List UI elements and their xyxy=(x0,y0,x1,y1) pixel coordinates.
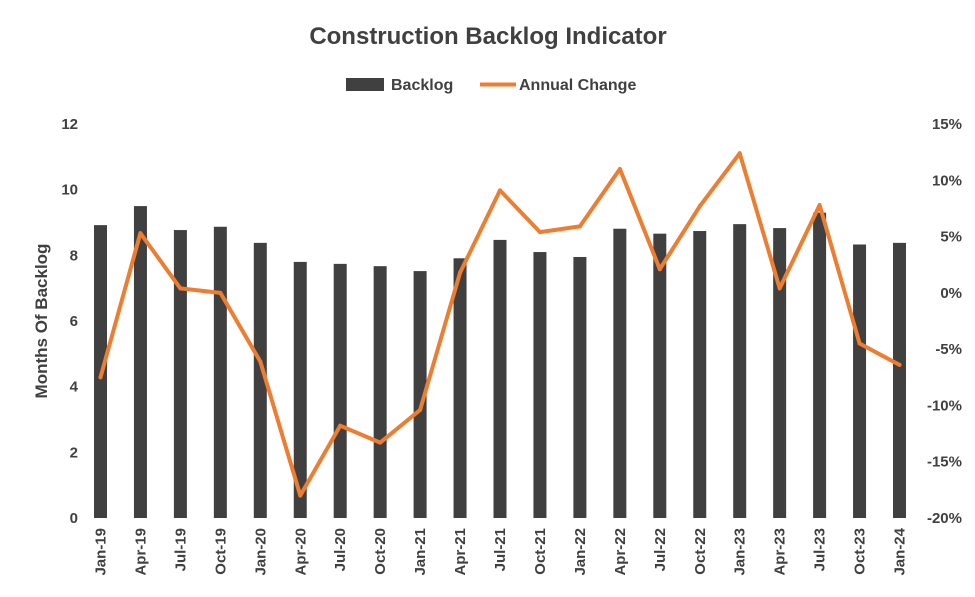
backlog-bar xyxy=(173,230,187,518)
backlog-bar xyxy=(333,263,347,518)
x-tick-label: Jan-23 xyxy=(732,528,749,576)
x-tick-label: Oct-22 xyxy=(692,528,709,575)
x-tick-label: Oct-19 xyxy=(212,528,229,575)
annual-change-point xyxy=(378,440,383,445)
annual-change-point xyxy=(298,493,303,498)
backlog-bar xyxy=(213,226,227,519)
x-tick-label: Jul-20 xyxy=(332,528,349,571)
x-tick-label: Apr-19 xyxy=(132,528,149,576)
y-left-tick-label: 4 xyxy=(70,379,79,396)
y-right-tick-label: 0% xyxy=(940,285,962,302)
backlog-bar xyxy=(253,242,267,518)
backlog-bars xyxy=(94,206,906,519)
backlog-bar xyxy=(733,224,747,518)
x-tick-label: Apr-21 xyxy=(452,528,469,576)
backlog-bar xyxy=(453,258,467,518)
y-right-tick-label: 15% xyxy=(932,116,962,133)
annual-change-point xyxy=(777,286,782,291)
x-tick-label: Jul-23 xyxy=(812,528,829,571)
y-right-tick-label: -10% xyxy=(927,397,962,414)
annual-change-point xyxy=(498,188,502,193)
y-axis-left-ticks: 0 2 4 6 8 10 12 xyxy=(61,116,78,527)
x-tick-label: Jan-20 xyxy=(252,528,269,576)
y-right-tick-label: 10% xyxy=(932,172,962,189)
y-left-tick-label: 10 xyxy=(61,182,78,199)
backlog-bar xyxy=(413,271,427,518)
backlog-bar xyxy=(813,212,827,518)
legend-label-annual-change: Annual Change xyxy=(519,77,636,94)
backlog-bar xyxy=(893,242,906,518)
backlog-bar xyxy=(293,261,307,518)
x-tick-label: Oct-20 xyxy=(372,528,389,575)
x-tick-label: Apr-23 xyxy=(772,528,789,576)
y-right-tick-label: -5% xyxy=(935,341,962,358)
annual-change-point xyxy=(138,231,143,236)
annual-change-point xyxy=(857,341,862,346)
x-tick-label: Jul-21 xyxy=(492,528,509,571)
backlog-bar xyxy=(573,256,587,518)
annual-change-point xyxy=(817,203,822,208)
annual-change-point xyxy=(697,204,702,209)
legend-swatch-backlog xyxy=(346,78,384,91)
y-left-tick-label: 0 xyxy=(70,510,78,527)
backlog-bar xyxy=(613,228,627,518)
backlog-bar xyxy=(773,228,787,518)
backlog-bar xyxy=(373,266,387,518)
x-tick-label: Oct-21 xyxy=(532,528,549,575)
backlog-bar xyxy=(693,231,707,518)
backlog-bar xyxy=(653,233,667,518)
annual-change-point xyxy=(98,375,103,380)
annual-change-line-layer xyxy=(98,151,902,498)
x-tick-label: Jan-21 xyxy=(412,528,429,576)
x-tick-label: Apr-22 xyxy=(612,528,629,576)
annual-change-point xyxy=(617,167,622,172)
backlog-bar xyxy=(533,252,547,519)
x-tick-label: Jul-22 xyxy=(652,528,669,571)
x-tick-label: Jan-22 xyxy=(572,528,589,576)
annual-change-point xyxy=(737,151,742,156)
annual-change-point xyxy=(178,286,183,291)
y-left-tick-label: 2 xyxy=(70,444,78,461)
annual-change-point xyxy=(258,359,263,364)
y-axis-title: Months Of Backlog xyxy=(32,244,51,399)
y-right-tick-label: -15% xyxy=(927,454,962,471)
y-left-tick-label: 8 xyxy=(70,247,78,264)
y-left-tick-label: 6 xyxy=(70,313,78,330)
annual-change-point xyxy=(218,290,223,295)
backlog-bar xyxy=(133,206,147,519)
annual-change-point xyxy=(657,267,662,272)
annual-change-point xyxy=(537,230,542,235)
backlog-bar xyxy=(853,244,867,518)
annual-change-point xyxy=(577,224,582,229)
y-axis-right-ticks: -20% -15% -10% -5% 0% 5% 10% 15% xyxy=(927,116,962,527)
x-tick-label: Jan-19 xyxy=(93,528,110,576)
annual-change-point xyxy=(897,362,902,367)
annual-change-point xyxy=(418,407,423,412)
backlog-bar xyxy=(493,239,507,518)
x-tick-label: Jul-19 xyxy=(172,528,189,571)
x-tick-label: Jan-24 xyxy=(892,527,909,575)
y-right-tick-label: -20% xyxy=(927,510,962,527)
x-axis-ticks: Jan-19 Apr-19 Jul-19 Oct-19 Jan-20 Apr-20 Jul-… xyxy=(93,527,909,575)
annual-change-point xyxy=(458,270,463,275)
x-tick-label: Oct-23 xyxy=(852,528,869,575)
legend-label-backlog: Backlog xyxy=(391,77,453,94)
x-tick-label: Apr-20 xyxy=(292,528,309,576)
y-left-tick-label: 12 xyxy=(61,116,78,133)
annual-change-point xyxy=(338,423,343,428)
y-right-tick-label: 5% xyxy=(940,229,962,246)
chart-title: Construction Backlog Indicator xyxy=(309,23,666,50)
legend: Backlog Annual Change xyxy=(346,77,636,94)
